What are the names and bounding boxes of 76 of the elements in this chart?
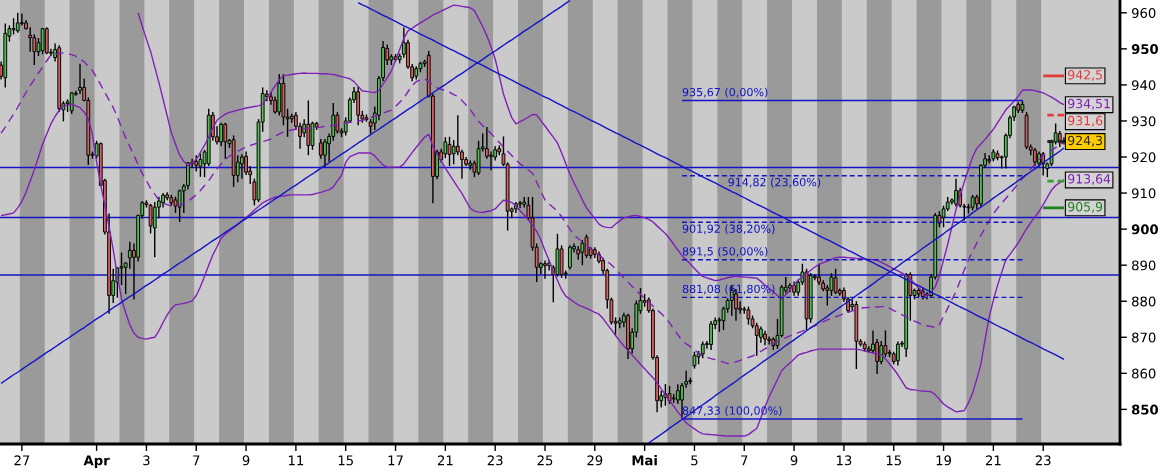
candlestick: [580, 239, 585, 266]
candlestick: [883, 329, 888, 358]
x-tick-label: 29: [587, 455, 603, 466]
candlestick: [152, 201, 157, 258]
y-tick-label: 850: [1131, 404, 1159, 415]
series-label: 914,82 (23,60%): [728, 177, 821, 188]
x-tick-label: 23: [1035, 455, 1051, 466]
x-tick-label: 9: [790, 455, 798, 466]
candlestick: [318, 138, 323, 160]
candlestick: [177, 188, 182, 223]
candlestick: [543, 259, 547, 280]
candlestick: [443, 136, 448, 159]
x-tick-label: 25: [537, 455, 553, 466]
x-tick-label: 9: [242, 455, 250, 466]
y-tick-label: 950: [1131, 44, 1159, 55]
candlestick: [489, 150, 493, 172]
x-tick-label: 15: [338, 455, 353, 466]
series-label: 891,5 (50,00%): [682, 246, 768, 257]
data-label: 934,51: [1068, 98, 1110, 110]
y-tick-label: 930: [1131, 116, 1156, 127]
candlestick: [667, 385, 672, 405]
candlestick: [40, 27, 45, 55]
y-tick-label: 940: [1131, 80, 1156, 91]
data-label: 913,64: [1068, 174, 1111, 185]
x-tick-label: Mai: [632, 455, 657, 466]
y-tick-label: 900: [1131, 224, 1159, 235]
y-tick-label: 860: [1132, 368, 1156, 379]
series-label: 935,67 (0,00%): [682, 87, 768, 98]
x-tick-label: 3: [143, 455, 150, 466]
candlestick: [15, 12, 20, 34]
series-label: 905,9: [1068, 202, 1103, 213]
candlestick: [223, 122, 228, 160]
candlestick: [568, 244, 572, 271]
candlestick: [1032, 147, 1037, 167]
candlestick: [186, 161, 190, 191]
candlestick: [219, 122, 224, 147]
line-series: [0, 103, 1065, 437]
x-tick-label: 19: [936, 455, 952, 466]
candlestick: [746, 305, 751, 326]
candlestick: [833, 268, 838, 295]
candlestick: [240, 153, 244, 180]
y-tick-label: 910: [1131, 188, 1156, 199]
x-tick-label: 15: [886, 455, 901, 466]
candlestick: [181, 183, 186, 214]
series-label: 942,5: [1068, 70, 1102, 81]
candlestick: [198, 152, 203, 178]
x-tick-label: 27: [14, 455, 30, 466]
x-tick-label: 5: [691, 455, 698, 466]
candlestick: [19, 12, 24, 27]
series-label: 931,6: [1068, 115, 1103, 127]
x-tick-label: Apr: [83, 455, 110, 468]
candlestick: [754, 322, 759, 357]
y-tick-label: 960: [1131, 8, 1156, 18]
series-label: 901,92 (38,20%): [682, 224, 775, 235]
candlestick: [69, 91, 74, 115]
candlestick: [323, 138, 327, 168]
line-series: [137, 4, 1065, 300]
y-tick-label: 920: [1131, 152, 1156, 163]
candlestick: [28, 26, 33, 53]
candlestick: [954, 177, 958, 208]
y-tick-label: 880: [1132, 296, 1156, 307]
x-tick-label: 7: [193, 455, 200, 466]
x-tick-label: 21: [437, 455, 453, 466]
candlestick: [709, 320, 713, 351]
candlestick: [306, 99, 311, 156]
x-tick-label: 13: [836, 455, 852, 466]
x-tick-label: 23: [487, 455, 503, 466]
candlestick: [447, 136, 452, 167]
x-tick-label: 21: [985, 455, 1001, 466]
x-tick-label: 11: [288, 455, 304, 466]
x-tick-label: 7: [741, 455, 748, 466]
series-label: 924,3: [1068, 135, 1103, 147]
x-tick-label: 17: [388, 455, 403, 466]
y-tick-label: 870: [1132, 332, 1156, 343]
candlestick: [244, 150, 248, 176]
y-tick-label: 890: [1132, 260, 1156, 271]
